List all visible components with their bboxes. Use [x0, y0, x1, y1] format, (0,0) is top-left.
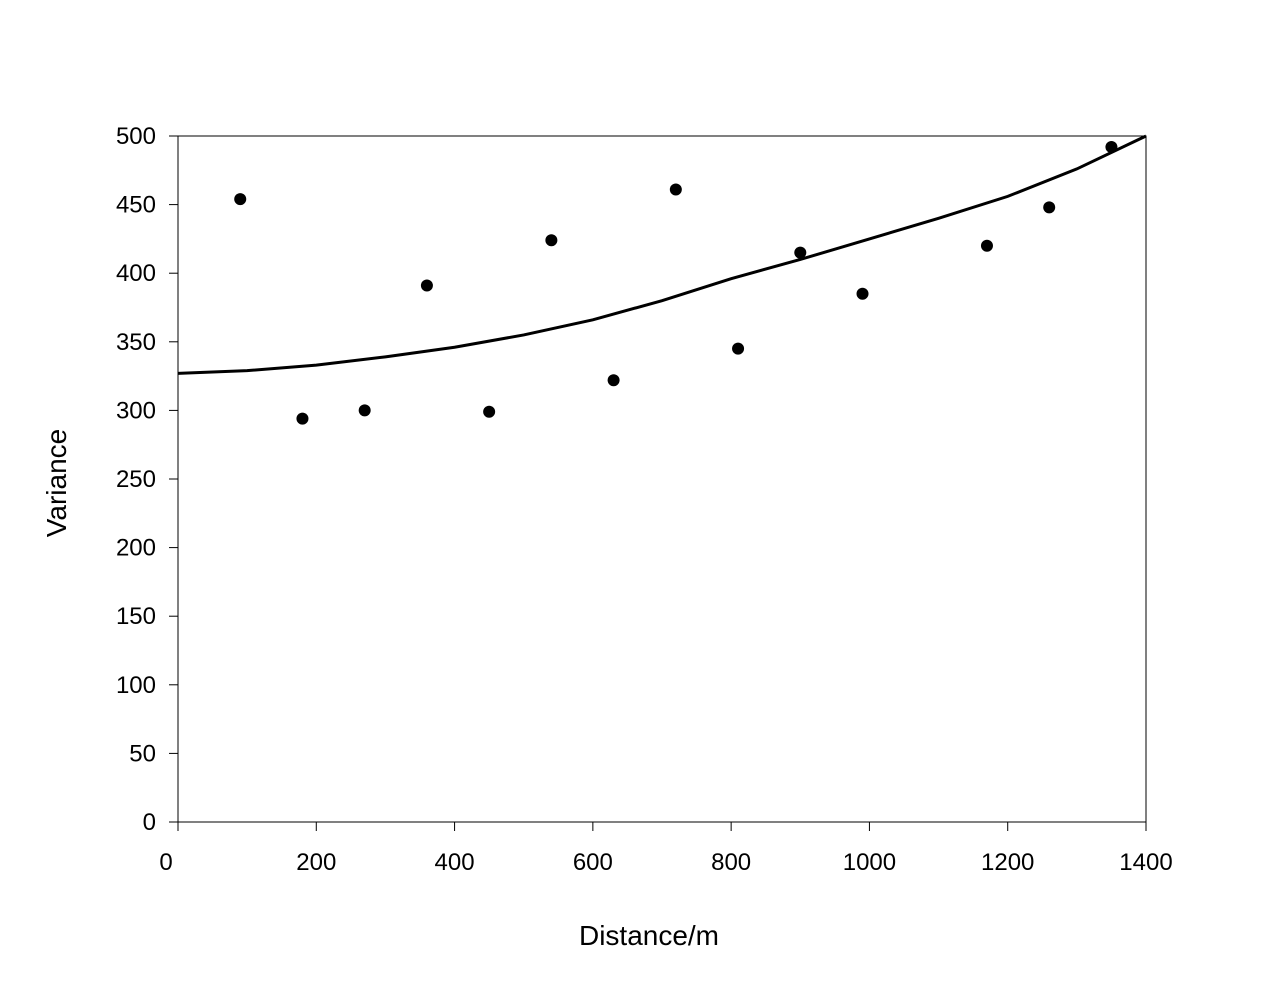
data-point: [234, 193, 247, 206]
x-tick-label: 200: [296, 849, 336, 876]
trend-line-group: [177, 134, 1147, 375]
trend-line: [177, 134, 1147, 375]
data-point: [1105, 140, 1118, 153]
x-tick-label: 1000: [843, 849, 896, 876]
y-axis-ticks: 0 50 100 150 200 250 300 350 400 450 500: [116, 123, 178, 836]
x-tick-label: 400: [435, 849, 475, 876]
x-tick-label: 0: [159, 849, 172, 876]
data-point: [607, 374, 620, 387]
data-point: [1043, 201, 1056, 214]
x-tick-label: 1200: [981, 849, 1034, 876]
x-axis-title: Distance/m: [579, 920, 719, 951]
y-tick-label: 500: [116, 123, 156, 150]
x-tick-label: 800: [711, 849, 751, 876]
y-tick-label: 150: [116, 603, 156, 630]
y-tick-label: 350: [116, 329, 156, 356]
plot-border: [177, 135, 1147, 823]
y-tick-label: 50: [129, 740, 156, 767]
data-point: [856, 287, 869, 300]
y-tick-label: 300: [116, 397, 156, 424]
y-tick-label: 450: [116, 192, 156, 219]
plot-area: [177, 135, 1147, 823]
y-tick-label: 250: [116, 466, 156, 493]
data-point: [794, 246, 807, 259]
data-point: [545, 234, 558, 247]
x-tick-label: 600: [573, 849, 613, 876]
y-tick-label: 0: [143, 809, 156, 836]
y-axis-title: Variance: [41, 429, 72, 537]
data-point: [669, 183, 682, 196]
y-tick-label: 100: [116, 672, 156, 699]
data-point: [980, 239, 993, 252]
x-axis-ticks: 0 200 400 600 800 1000 1200 1400: [159, 822, 1173, 876]
data-point: [296, 412, 309, 425]
y-tick-label: 200: [116, 535, 156, 562]
data-point: [420, 279, 433, 292]
x-tick-label: 1400: [1119, 849, 1172, 876]
data-point: [358, 404, 371, 417]
y-tick-label: 400: [116, 260, 156, 287]
data-point: [483, 405, 496, 418]
data-points: [234, 140, 1118, 425]
data-point: [732, 342, 745, 355]
